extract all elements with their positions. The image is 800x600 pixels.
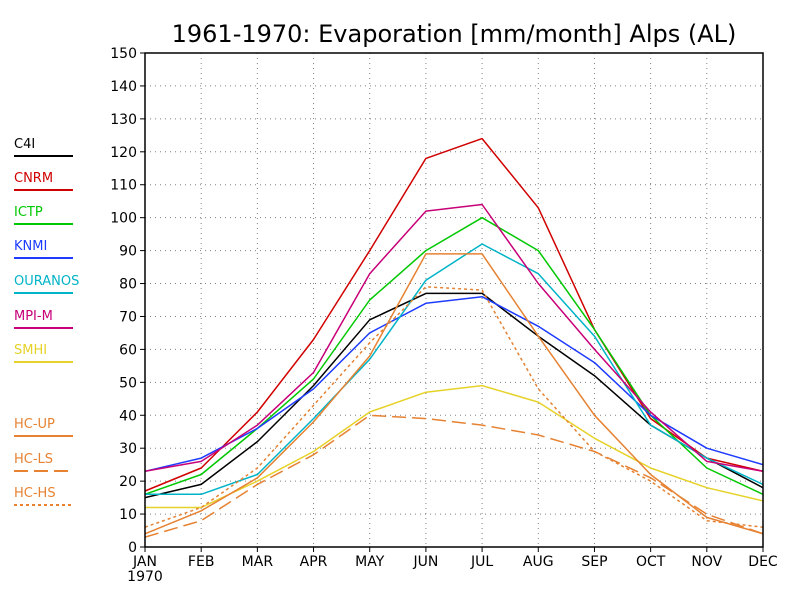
x-tick-label: MAY bbox=[355, 554, 385, 570]
series-lines bbox=[144, 137, 764, 538]
x-tick-label: OCT bbox=[636, 554, 666, 570]
legend-label-hc-hs: HC-HS bbox=[14, 486, 56, 501]
x-tick-label: MAR bbox=[242, 554, 274, 570]
series-line-smhi bbox=[145, 384, 764, 509]
series-line-c4i bbox=[144, 292, 764, 499]
grid-lines bbox=[145, 53, 763, 547]
y-tick-label: 110 bbox=[110, 178, 137, 194]
y-tick-label: 30 bbox=[119, 441, 137, 457]
y-tick-label: 20 bbox=[119, 474, 137, 490]
y-tick-label: 40 bbox=[119, 408, 137, 424]
y-axis: 0 10 20 30 40 50 60 70 80 90 100 110 120 130 140 150 bbox=[110, 46, 145, 556]
x-tick-label: SEP bbox=[581, 554, 607, 570]
legend-label-mpi-m: MPI-M bbox=[14, 309, 53, 324]
x-tick-label: AUG bbox=[523, 554, 554, 570]
legend-label-hc-up: HC-UP bbox=[14, 417, 55, 432]
series-line-ictp bbox=[144, 216, 764, 496]
x-axis: JAN FEB MAR APR MAY JUN JUL AUG SEP OCT NOV DEC 1970 bbox=[127, 547, 778, 585]
legend-label-knmi: KNMI bbox=[14, 239, 47, 254]
legend-label-c4i: C4I bbox=[14, 137, 35, 152]
x-tick-label: JAN bbox=[132, 554, 157, 570]
x-tick-label: APR bbox=[300, 554, 328, 570]
y-tick-label: 0 bbox=[128, 540, 137, 556]
y-tick-label: 100 bbox=[110, 211, 137, 227]
x-tick-label: FEB bbox=[188, 554, 215, 570]
x-tick-label: JUL bbox=[470, 554, 493, 570]
y-tick-label: 130 bbox=[110, 112, 137, 128]
y-tick-label: 60 bbox=[119, 342, 137, 358]
legend-label-ouranos: OURANOS bbox=[14, 274, 79, 289]
x-tick-label: JUN bbox=[412, 554, 438, 570]
series-line-hc-up bbox=[144, 253, 764, 535]
y-tick-label: 80 bbox=[119, 277, 137, 293]
y-tick-label: 50 bbox=[119, 375, 137, 391]
series-line-hc-ls bbox=[144, 414, 764, 538]
x-tick-label: NOV bbox=[691, 554, 722, 570]
series-line-cnrm bbox=[144, 137, 764, 492]
legend: C4I CNRM ICTP KNMI OURANOS MPI-M SMHI HC-UP HC-L… bbox=[14, 137, 79, 506]
legend-label-hc-ls: HC-LS bbox=[14, 452, 53, 467]
legend-label-ictp: ICTP bbox=[14, 205, 43, 220]
x-year-label: 1970 bbox=[127, 569, 163, 585]
legend-label-smhi: SMHI bbox=[14, 343, 47, 358]
chart-title: 1961-1970: Evaporation [mm/month] Alps (… bbox=[172, 20, 737, 48]
y-tick-label: 120 bbox=[110, 145, 137, 161]
x-tick-label: DEC bbox=[748, 554, 778, 570]
y-tick-label: 140 bbox=[110, 79, 137, 95]
series-line-hc-hs bbox=[144, 286, 764, 528]
y-tick-label: 10 bbox=[119, 507, 137, 523]
series-line-mpi-m bbox=[144, 203, 764, 473]
legend-label-cnrm: CNRM bbox=[14, 171, 53, 186]
series-line-ouranos bbox=[145, 243, 764, 496]
y-tick-label: 70 bbox=[119, 309, 137, 325]
y-tick-label: 150 bbox=[110, 46, 137, 62]
y-tick-label: 90 bbox=[119, 244, 137, 260]
plot-frame bbox=[144, 52, 764, 548]
